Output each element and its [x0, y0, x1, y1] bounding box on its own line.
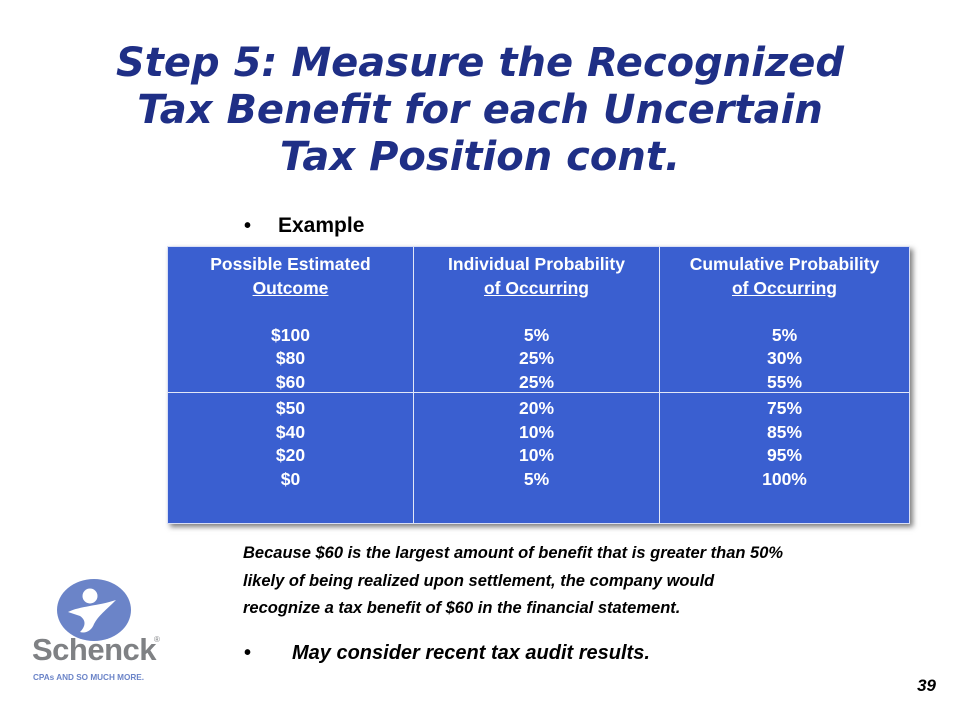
outcome-header-line-1: Possible Estimated	[210, 254, 371, 274]
explanation-line-2: likely of being realized upon settlement…	[243, 571, 715, 590]
logo-registered-mark: ®	[154, 635, 160, 644]
cumulative-header-line-2: of Occurring	[731, 277, 837, 298]
column-divider	[413, 247, 414, 523]
explanation-paragraph: Because $60 is the largest amount of ben…	[243, 540, 923, 623]
slide-title-line-1: Step 5: Measure the Recognized	[115, 40, 844, 86]
outcome-header-line-2: Outcome	[252, 277, 329, 298]
table-cell: 25%	[518, 371, 555, 392]
individual-header-line-1: Individual Probability	[448, 254, 625, 274]
schenck-logo-icon: Schenck ® CPAs AND SO MUCH MORE.	[32, 579, 160, 682]
example-bullet: • Example	[244, 214, 364, 238]
individual-probability-column-bottom: 20% 10% 10% 5%	[414, 397, 659, 491]
outcome-probability-table: Possible Estimated Outcome $100 $80 $60 …	[167, 246, 910, 524]
table-cell: 5%	[523, 324, 550, 345]
page-number: 39	[917, 676, 936, 695]
table-cell: $20	[275, 445, 306, 466]
table-cell: 10%	[518, 421, 555, 442]
slide-title-line-2: Tax Benefit for each Uncertain	[137, 87, 823, 133]
consider-bullet: • May consider recent tax audit results.	[244, 642, 650, 665]
bullet-icon: •	[244, 215, 252, 237]
cumulative-probability-column-bottom: 75% 85% 95% 100%	[660, 397, 909, 491]
explanation-line-3: recognize a tax benefit of $60 in the fi…	[243, 599, 681, 617]
table-cell: $100	[271, 324, 310, 345]
table-cell: 5%	[523, 468, 550, 489]
cumulative-probability-column-top: Cumulative Probability of Occurring 5% 3…	[660, 253, 909, 395]
explanation-line-1: Because $60 is the largest amount of ben…	[243, 544, 784, 562]
bullet-icon: •	[244, 642, 252, 664]
cumulative-header-line-1: Cumulative Probability	[689, 254, 880, 274]
individual-header-line-2: of Occurring	[483, 277, 589, 298]
consider-text: May consider recent tax audit results.	[292, 642, 650, 664]
slide-title-line-3: Tax Position cont.	[279, 134, 681, 180]
table-cell: $0	[280, 468, 301, 489]
table-cell: $40	[275, 421, 306, 442]
schenck-logo: Schenck ® CPAs AND SO MUCH MORE.	[28, 576, 164, 688]
table-cell: 95%	[766, 445, 803, 466]
individual-probability-column-top: Individual Probability of Occurring 5% 2…	[414, 253, 659, 395]
table-cell: 85%	[766, 421, 803, 442]
slide-title: Step 5: Measure the Recognized Tax Benef…	[60, 40, 900, 181]
table-cell: 75%	[766, 398, 803, 418]
table-cell: $60	[275, 371, 306, 392]
table-cell: $50	[275, 398, 306, 418]
table-cell: 10%	[518, 445, 555, 466]
row-divider	[168, 392, 909, 393]
table-cell: 20%	[518, 398, 555, 418]
table-cell: 30%	[766, 348, 803, 369]
outcome-column-bottom: $50 $40 $20 $0	[168, 397, 413, 491]
column-divider	[659, 247, 660, 523]
logo-wordmark: Schenck	[32, 632, 157, 667]
table-cell: $80	[275, 348, 306, 369]
table-cell: 100%	[762, 468, 807, 489]
table-cell: 25%	[518, 348, 555, 369]
example-label: Example	[278, 214, 365, 237]
table-cell: 55%	[766, 371, 803, 392]
logo-tagline: CPAs AND SO MUCH MORE.	[33, 673, 144, 682]
outcome-column-top: Possible Estimated Outcome $100 $80 $60	[168, 253, 413, 395]
table-cell: 5%	[771, 324, 798, 345]
